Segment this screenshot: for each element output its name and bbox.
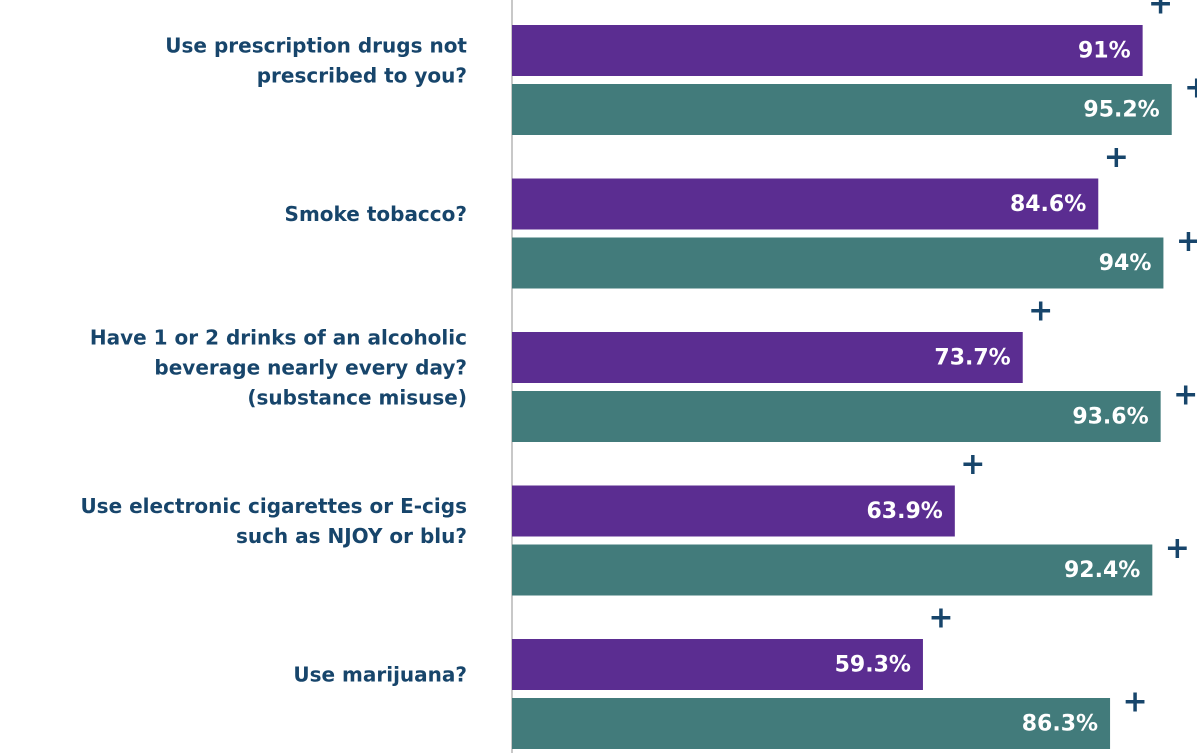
category-label: Smoke tobacco?: [285, 202, 467, 226]
bar: [512, 698, 1111, 749]
value-label: 63.9%: [866, 499, 942, 524]
value-label: 73.7%: [934, 346, 1010, 371]
bar: [512, 391, 1161, 442]
value-label: 94%: [1099, 251, 1152, 276]
bar: [512, 237, 1164, 289]
significance-marker: +: [1176, 224, 1197, 259]
significance-marker: +: [960, 447, 985, 482]
value-label: 92.4%: [1064, 558, 1140, 583]
value-label: 86.3%: [1022, 712, 1098, 737]
value-label: 59.3%: [835, 653, 911, 678]
significance-marker: +: [1165, 531, 1190, 566]
significance-marker: +: [1173, 378, 1197, 413]
bar: [512, 25, 1143, 76]
value-label: 84.6%: [1010, 192, 1086, 217]
bar: [512, 639, 923, 690]
category-label: beverage nearly every day?: [154, 356, 467, 380]
significance-marker: +: [1184, 71, 1197, 106]
category-label: Use prescription drugs not: [165, 34, 467, 58]
value-label: 93.6%: [1072, 405, 1148, 430]
significance-marker: +: [928, 601, 953, 636]
category-label: Use electronic cigarettes or E-cigs: [80, 494, 467, 518]
value-label: 95.2%: [1083, 98, 1159, 123]
significance-marker: +: [1148, 0, 1173, 22]
bar: [512, 332, 1023, 383]
significance-marker: +: [1104, 140, 1129, 175]
significance-marker: +: [1122, 685, 1147, 720]
category-label: Use marijuana?: [293, 663, 467, 687]
significance-marker: +: [1028, 294, 1053, 329]
category-label: Have 1 or 2 drinks of an alcoholic: [90, 326, 467, 350]
category-label: such as NJOY or blu?: [236, 524, 467, 548]
category-label: prescribed to you?: [257, 64, 467, 88]
bar: [512, 84, 1172, 135]
category-label: (substance misuse): [247, 386, 467, 410]
bar: [512, 178, 1099, 230]
bar: [512, 544, 1153, 596]
bar: [512, 485, 955, 537]
value-label: 91%: [1078, 39, 1131, 64]
